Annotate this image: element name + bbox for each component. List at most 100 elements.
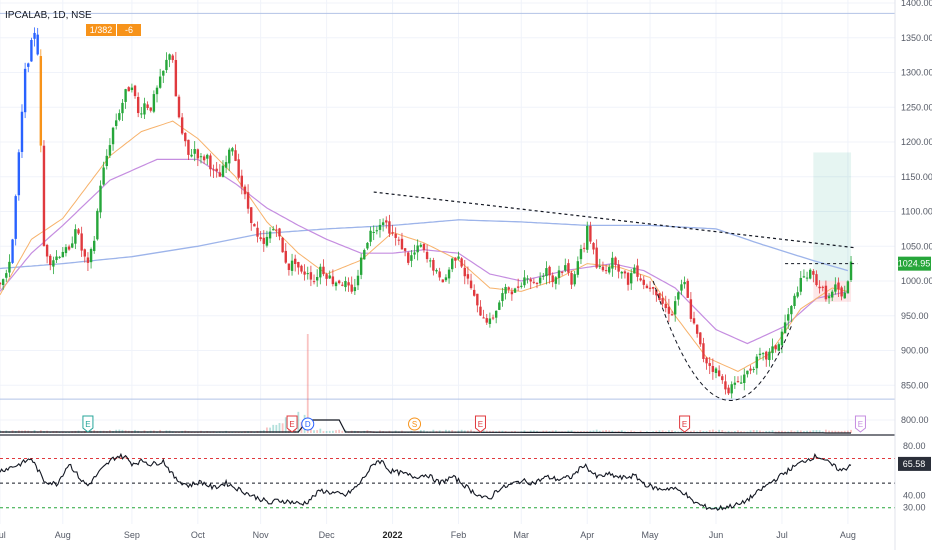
rsi-value-tag: 65.58 bbox=[898, 456, 931, 471]
candle-body bbox=[52, 260, 55, 267]
volume-bar bbox=[589, 430, 592, 433]
volume-bar bbox=[837, 430, 840, 433]
candle-body bbox=[422, 243, 426, 251]
volume-bar bbox=[445, 429, 447, 433]
candle-body bbox=[284, 250, 287, 263]
volume-bar bbox=[272, 424, 275, 433]
candle-body bbox=[1, 279, 5, 286]
candle-body bbox=[623, 271, 627, 274]
time-tick-label: Jun bbox=[709, 530, 724, 540]
volume-bar bbox=[793, 431, 796, 433]
candle-body bbox=[190, 154, 193, 157]
candle-body bbox=[787, 314, 790, 321]
candle-body bbox=[303, 271, 306, 275]
event-marker[interactable]: E bbox=[854, 415, 866, 433]
candle-body bbox=[268, 231, 272, 239]
event-earnings-shape bbox=[286, 415, 298, 433]
candle-body bbox=[350, 284, 353, 292]
volume-bar bbox=[755, 430, 758, 433]
candle-body bbox=[579, 248, 583, 260]
event-marker[interactable]: E bbox=[474, 415, 486, 433]
event-marker[interactable]: S bbox=[408, 417, 422, 431]
candle-body bbox=[435, 270, 438, 272]
event-marker[interactable]: E bbox=[286, 415, 298, 433]
time-axis[interactable]: Jul Aug Sep Oct Nov Dec 2022 Feb Mar Apr May Jun Jul… bbox=[0, 530, 856, 540]
event-marker[interactable]: E bbox=[82, 415, 94, 433]
volume-bar bbox=[620, 430, 623, 433]
candle-body bbox=[538, 277, 542, 284]
header-badge-right: -6 bbox=[125, 25, 133, 35]
drawings[interactable] bbox=[373, 191, 858, 401]
candle-body bbox=[193, 149, 196, 154]
candle-body bbox=[293, 258, 297, 264]
rsi-pane[interactable] bbox=[0, 452, 895, 511]
candle-body bbox=[727, 387, 730, 394]
candle-body bbox=[152, 94, 156, 112]
candle-body bbox=[482, 317, 485, 319]
volume-bar bbox=[796, 430, 799, 433]
candle-body bbox=[312, 281, 316, 283]
time-tick-label: Aug bbox=[55, 530, 71, 540]
volume-bar bbox=[831, 430, 834, 433]
volume-bar bbox=[554, 430, 557, 433]
price-axis[interactable]: 1400.00 1350.00 1300.00 1250.00 1200.00 1150.… bbox=[901, 0, 932, 425]
candle-body bbox=[33, 32, 36, 39]
candle-body bbox=[272, 229, 275, 231]
time-tick-label: Nov bbox=[253, 530, 270, 540]
candle-body bbox=[472, 289, 476, 296]
volume-bar bbox=[711, 429, 714, 433]
candle-body bbox=[526, 278, 529, 280]
time-tick-label: Jul bbox=[776, 530, 788, 540]
volume-bar bbox=[608, 430, 611, 433]
candle-body bbox=[689, 299, 693, 319]
candle-body bbox=[645, 285, 649, 289]
volume-bar bbox=[689, 430, 692, 433]
candle-body bbox=[93, 240, 96, 252]
volume-bar bbox=[840, 431, 843, 433]
volume-bar bbox=[727, 430, 730, 433]
price-tick-label: 1150.00 bbox=[901, 172, 932, 182]
volume-bar bbox=[771, 430, 774, 433]
volume-bar bbox=[759, 430, 761, 433]
candle-body bbox=[375, 230, 379, 232]
candle-body bbox=[705, 357, 708, 364]
rsi-axis[interactable]: 80.00 40.00 30.00 bbox=[903, 441, 926, 513]
candle-body bbox=[501, 293, 504, 302]
candle-body bbox=[20, 111, 24, 152]
candles[interactable] bbox=[0, 27, 853, 399]
candle-body bbox=[570, 273, 573, 285]
event-marker[interactable]: E bbox=[679, 415, 691, 433]
candle-body bbox=[730, 384, 733, 394]
long-position-tool[interactable] bbox=[813, 152, 852, 302]
candle-body bbox=[667, 306, 671, 314]
candle-body bbox=[130, 87, 134, 91]
candle-body bbox=[516, 286, 520, 288]
volume-bar bbox=[843, 430, 846, 433]
price-tick-label: 1300.00 bbox=[901, 68, 932, 78]
volume-bar bbox=[655, 430, 658, 433]
event-marker[interactable]: D bbox=[301, 417, 315, 431]
volume-bar bbox=[602, 430, 604, 433]
candle-body bbox=[309, 272, 313, 280]
candle-body bbox=[419, 244, 423, 247]
candle-body bbox=[187, 139, 190, 155]
candle-body bbox=[630, 273, 633, 284]
volume-bar bbox=[702, 430, 705, 433]
candle-body bbox=[328, 275, 331, 279]
candle-body bbox=[708, 363, 711, 366]
volume-bar bbox=[306, 334, 309, 433]
candle-body bbox=[485, 318, 488, 323]
candle-body bbox=[290, 260, 294, 271]
volume-bar bbox=[595, 429, 598, 433]
candle-body bbox=[322, 266, 325, 275]
candle-body bbox=[300, 265, 303, 272]
candle-body bbox=[699, 332, 702, 345]
price-tick-label: 1050.00 bbox=[901, 241, 932, 251]
candle-body bbox=[391, 232, 394, 234]
horizontal-levels bbox=[0, 12, 895, 400]
time-tick-label: Sep bbox=[124, 530, 140, 540]
candle-body bbox=[677, 292, 680, 300]
